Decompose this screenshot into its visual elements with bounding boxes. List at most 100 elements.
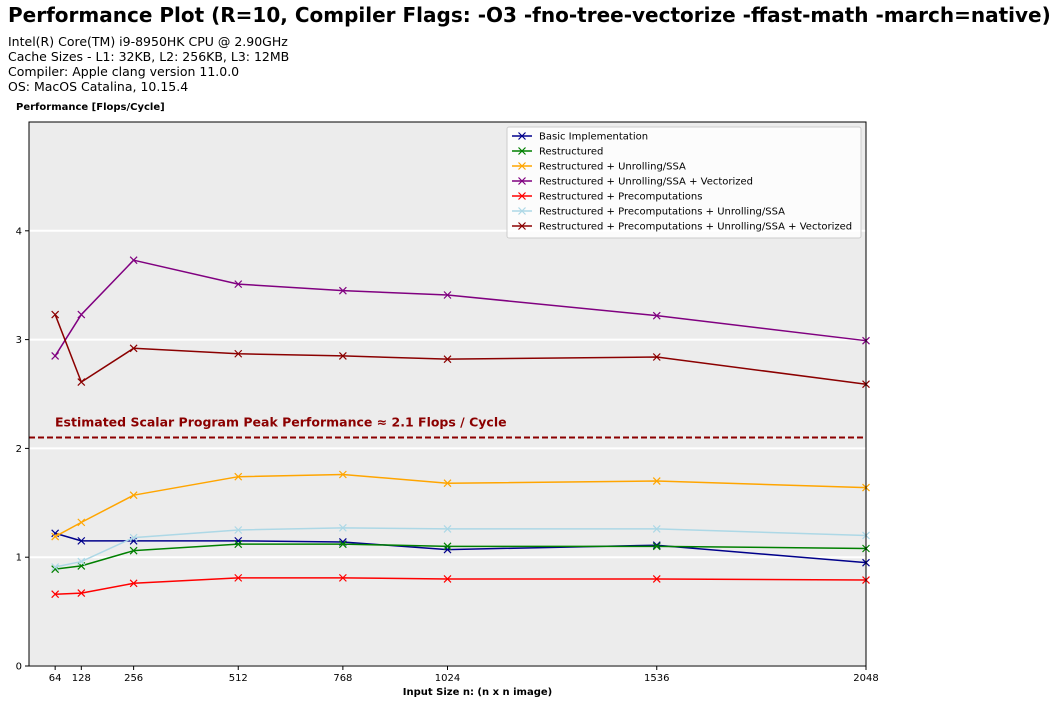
- system-info-line-3: Compiler: Apple clang version 11.0.0: [8, 64, 239, 79]
- x-tick-label-768: 768: [333, 673, 352, 684]
- data-point-restructured-precomputations-1024: [443, 575, 452, 583]
- series-line-restructured-precomputations: [55, 577, 867, 595]
- chart-title: Performance Plot (R=10, Compiler Flags: …: [8, 3, 1051, 27]
- series-line-restructured-precomputations-unrolling-ssa: [55, 527, 867, 568]
- data-point-restructured-precomputations-unrolling-ssa-vectorized-1024: [443, 355, 452, 364]
- data-point-restructured-precomputations-unrolling-ssa-1536: [652, 524, 661, 533]
- data-point-restructured-unrolling-ssa-128: [77, 518, 86, 527]
- data-point-restructured-unrolling-ssa-vectorized-512: [234, 280, 243, 289]
- legend-label: Restructured + Precomputations + Unrolli…: [539, 207, 785, 218]
- data-point-restructured-precomputations-64: [51, 590, 60, 599]
- y-tick-label-3: 3: [16, 335, 22, 346]
- series-line-restructured: [55, 543, 867, 570]
- legend-swatch-marker: [518, 162, 526, 170]
- data-point-restructured-precomputations-128: [77, 589, 86, 598]
- data-point-basic-implementation-512: [234, 536, 243, 545]
- system-info-line-2: Cache Sizes - L1: 32KB, L2: 256KB, L3: 1…: [8, 49, 289, 64]
- legend-item-restructured-precomputations-unrolling-ssa: Restructured + Precomputations + Unrolli…: [512, 207, 785, 218]
- y-tick-label-4: 4: [16, 226, 22, 237]
- data-point-restructured-precomputations-unrolling-ssa-vectorized-64: [51, 310, 60, 319]
- data-point-restructured-unrolling-ssa-1536: [652, 477, 661, 485]
- legend-item-restructured-precomputations-unrolling-ssa-vectorized: Restructured + Precomputations + Unrolli…: [512, 222, 852, 233]
- data-point-restructured-unrolling-ssa-vectorized-64: [51, 351, 60, 360]
- data-point-restructured-precomputations-unrolling-ssa-128: [77, 557, 86, 566]
- system-info-line-4: OS: MacOS Catalina, 10.15.4: [8, 79, 188, 94]
- legend-swatch-marker: [518, 192, 526, 200]
- data-point-restructured-precomputations-unrolling-ssa-256: [129, 533, 138, 542]
- data-point-restructured-precomputations-unrolling-ssa-1024: [443, 524, 452, 533]
- series-restructured-precomputations-unrolling-ssa: [51, 523, 870, 571]
- data-point-restructured-1536: [652, 542, 661, 551]
- legend-swatch-marker: [518, 207, 526, 215]
- x-tick-label-1024: 1024: [435, 673, 460, 684]
- data-point-restructured-precomputations-512: [234, 573, 243, 582]
- x-axis-ticks: 64 128 256 512 768 1024 1536 2048: [49, 666, 879, 684]
- series-restructured-unrolling-ssa-vectorized: [51, 256, 870, 360]
- series-line-restructured-precomputations-unrolling-ssa-vectorized: [54, 314, 867, 385]
- legend-box: [506, 126, 862, 239]
- data-point-restructured-unrolling-ssa-768: [338, 470, 347, 479]
- data-point-restructured-unrolling-ssa-vectorized-256: [129, 256, 138, 265]
- legend-item-restructured-precomputations: Restructured + Precomputations: [512, 192, 702, 203]
- legend-label: Restructured + Precomputations: [539, 192, 702, 203]
- data-point-restructured-unrolling-ssa-vectorized-1536: [652, 311, 661, 320]
- x-tick-label-256: 256: [124, 673, 143, 684]
- series-line-restructured-unrolling-ssa: [54, 473, 867, 538]
- data-point-restructured-unrolling-ssa-512: [234, 472, 243, 481]
- data-point-restructured-precomputations-unrolling-ssa-vectorized-256: [129, 344, 138, 353]
- data-point-restructured-precomputations-unrolling-ssa-vectorized-128: [77, 378, 86, 386]
- data-point-basic-implementation-128: [77, 536, 86, 545]
- data-point-restructured-precomputations-unrolling-ssa-vectorized-512: [234, 349, 243, 358]
- data-point-restructured-precomputations-unrolling-ssa-64: [51, 563, 60, 571]
- data-point-restructured-unrolling-ssa-vectorized-128: [77, 310, 86, 319]
- system-info-line-1: Intel(R) Core(TM) i9-8950HK CPU @ 2.90GH…: [8, 34, 288, 49]
- data-point-restructured-precomputations-1536: [652, 575, 661, 583]
- data-point-restructured-unrolling-ssa-1024: [443, 479, 452, 488]
- y-tick-label-1: 1: [16, 553, 22, 564]
- data-series: [51, 256, 870, 599]
- x-tick-label-2048: 2048: [853, 673, 878, 684]
- legend-item-restructured: Restructured: [512, 147, 603, 158]
- legend-label: Restructured + Unrolling/SSA + Vectorize…: [539, 177, 753, 188]
- data-point-restructured-precomputations-unrolling-ssa-vectorized-1536: [652, 353, 661, 361]
- data-point-restructured-1024: [443, 542, 452, 551]
- data-point-restructured-768: [338, 540, 347, 549]
- y-tick-label-0: 0: [16, 662, 22, 673]
- y-axis-label: Performance [Flops/Cycle]: [16, 102, 165, 113]
- data-point-restructured-precomputations-unrolling-ssa-vectorized-768: [338, 351, 347, 360]
- data-point-restructured-precomputations-256: [129, 579, 138, 588]
- data-point-restructured-unrolling-ssa-256: [129, 491, 138, 500]
- data-point-restructured-512: [234, 540, 243, 549]
- data-point-restructured-precomputations-unrolling-ssa-768: [338, 523, 347, 532]
- legend-label: Basic Implementation: [539, 132, 648, 143]
- legend-label: Restructured: [539, 147, 603, 158]
- legend-label: Restructured + Unrolling/SSA: [539, 162, 686, 173]
- data-point-restructured-precomputations-768: [338, 573, 347, 582]
- legend: Basic Implementation Restructured Restruct…: [506, 126, 862, 239]
- x-tick-label-1536: 1536: [644, 673, 669, 684]
- data-point-basic-implementation-1536: [652, 541, 661, 550]
- data-point-restructured-unrolling-ssa-vectorized-1024: [443, 291, 452, 299]
- series-line-restructured-unrolling-ssa-vectorized: [54, 259, 867, 357]
- data-point-basic-implementation-1024: [443, 545, 452, 554]
- legend-swatch-marker: [518, 177, 526, 185]
- legend-swatch-marker: [518, 147, 526, 155]
- x-tick-label-512: 512: [229, 673, 248, 684]
- x-tick-label-128: 128: [72, 673, 91, 684]
- system-info: Intel(R) Core(TM) i9-8950HK CPU @ 2.90GH…: [8, 34, 289, 94]
- data-point-restructured-unrolling-ssa-64: [51, 532, 60, 541]
- legend-item-basic-implementation: Basic Implementation: [512, 132, 648, 143]
- data-point-restructured-precomputations-unrolling-ssa-512: [234, 526, 243, 534]
- y-tick-label-2: 2: [16, 444, 22, 455]
- y-axis-ticks: 0 1 2 3 4: [16, 226, 29, 673]
- reference-line-group: Estimated Scalar Program Peak Performanc…: [29, 415, 866, 439]
- data-point-restructured-unrolling-ssa-vectorized-768: [338, 286, 347, 295]
- legend-swatch-marker: [518, 222, 526, 230]
- legend-swatch-marker: [518, 132, 526, 140]
- legend-label: Restructured + Precomputations + Unrolli…: [539, 222, 852, 233]
- series-restructured-precomputations: [51, 573, 870, 599]
- x-axis-label: Input Size n: (n x n image): [403, 687, 553, 698]
- legend-item-restructured-unrolling-ssa-vectorized: Restructured + Unrolling/SSA + Vectorize…: [512, 177, 753, 188]
